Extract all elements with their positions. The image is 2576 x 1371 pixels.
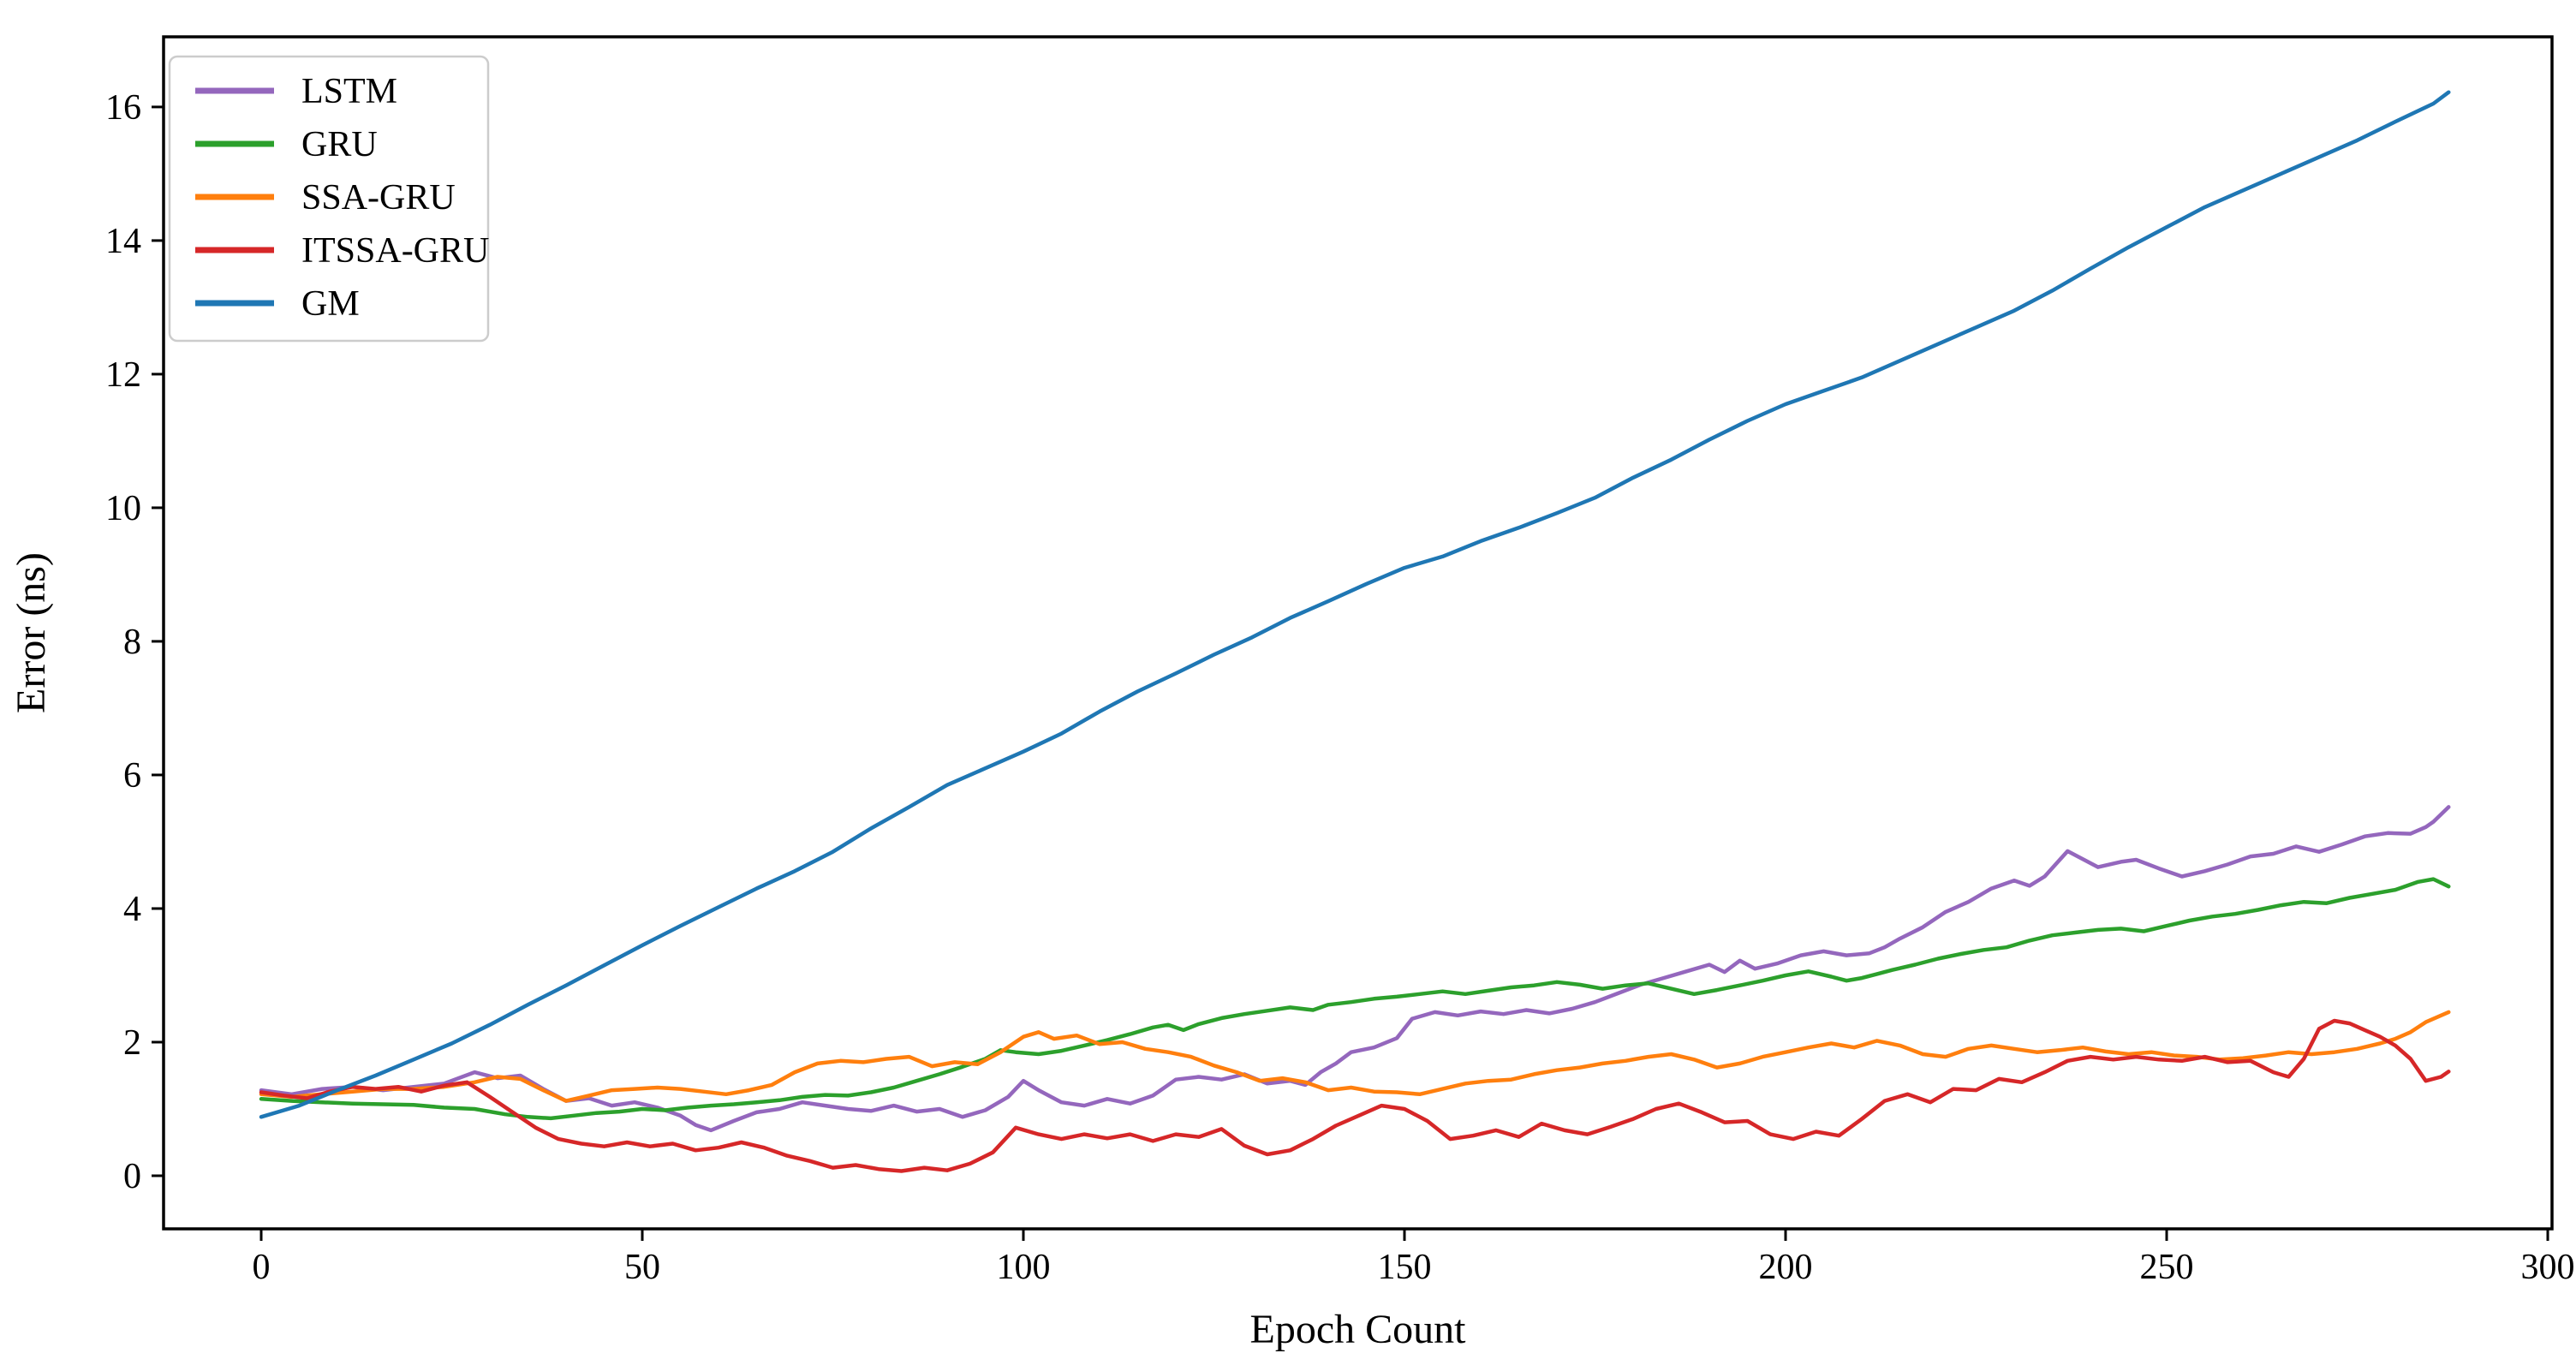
series-line-lstm	[259, 805, 2451, 1133]
legend-label-gm: GM	[301, 284, 360, 324]
y-axis-title: Error (ns)	[9, 552, 54, 713]
x-tick-label: 0	[253, 1248, 271, 1287]
x-tick-label: 50	[624, 1248, 660, 1287]
legend-label-itssa-gru: ITSSA-GRU	[301, 231, 489, 271]
legend-label-ssa-gru: SSA-GRU	[301, 178, 456, 218]
x-tick-label: 250	[2140, 1248, 2194, 1287]
axes-frame	[162, 35, 2554, 1231]
x-tick-label: 150	[1378, 1248, 1432, 1287]
legend-box	[168, 55, 490, 343]
series-line-ssa-gru	[259, 1010, 2451, 1103]
y-tick-label: 6	[123, 756, 141, 796]
legend-label-gru: GRU	[301, 125, 378, 164]
series-line-gru	[259, 877, 2451, 1121]
y-tick-label: 4	[123, 890, 141, 929]
legend-label-lstm: LSTM	[301, 72, 397, 111]
series-line-itssa-gru	[259, 1018, 2451, 1173]
y-tick-label: 16	[105, 88, 141, 128]
y-tick-label: 0	[123, 1157, 141, 1196]
y-tick-label: 14	[105, 222, 141, 261]
x-tick-label: 300	[2521, 1248, 2575, 1287]
x-axis-title: Epoch Count	[1250, 1307, 1467, 1352]
y-tick-label: 10	[105, 489, 141, 528]
series-line-gm	[259, 90, 2451, 1119]
x-tick-label: 100	[997, 1248, 1051, 1287]
y-tick-label: 8	[123, 623, 141, 662]
y-tick-label: 12	[105, 355, 141, 395]
x-tick-label: 200	[1759, 1248, 1813, 1287]
y-tick-label: 2	[123, 1023, 141, 1063]
